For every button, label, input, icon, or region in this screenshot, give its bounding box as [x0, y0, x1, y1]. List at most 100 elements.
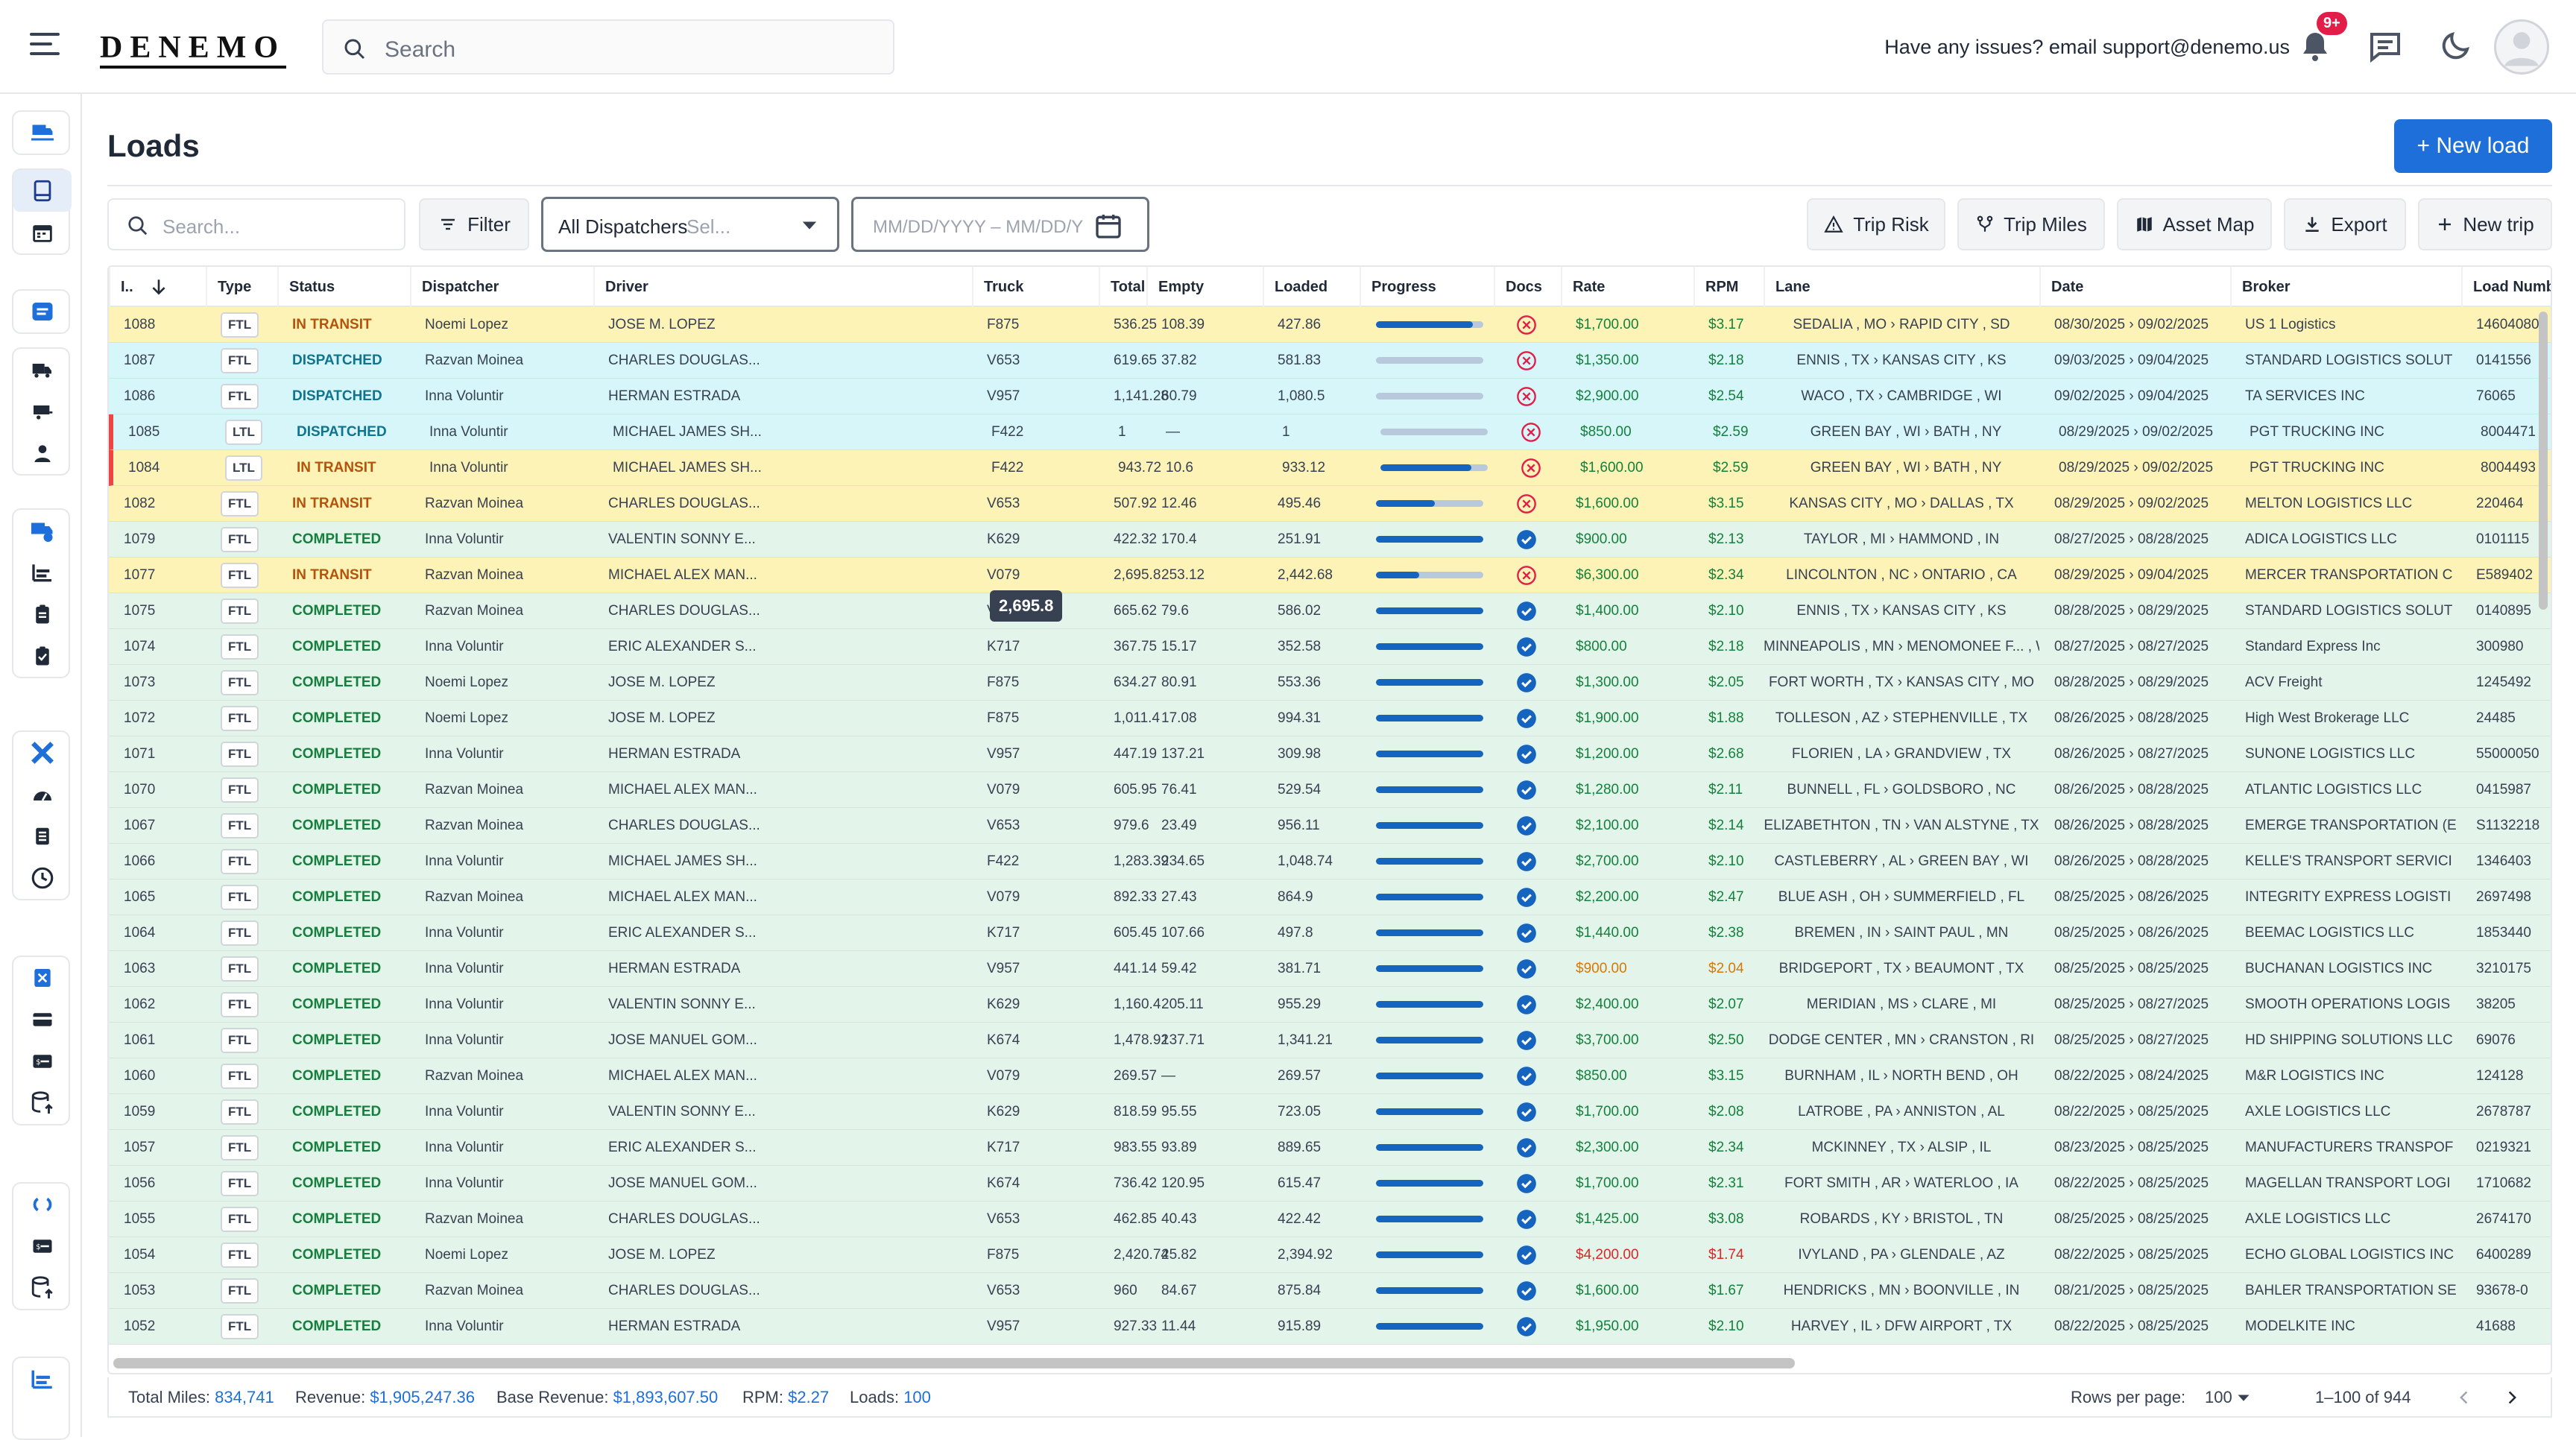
table-row[interactable]: 1074 FTL COMPLETED Inna Voluntir ERIC ALEXAN…	[109, 629, 2551, 665]
sidebar-item-trucking[interactable]	[13, 112, 72, 154]
table-row[interactable]: 1063 FTL COMPLETED Inna Voluntir HERMAN ESTR…	[109, 951, 2551, 987]
sidebar-item-payroll[interactable]: $	[13, 1225, 72, 1267]
sidebar-item-settlements[interactable]	[13, 510, 72, 552]
calendar-icon[interactable]	[1093, 211, 1123, 241]
table-row[interactable]: 1067 FTL COMPLETED Razvan Moinea CHARLES DOU…	[109, 808, 2551, 844]
table-row[interactable]: 1052 FTL COMPLETED Inna Voluntir HERMAN ESTR…	[109, 1309, 2551, 1345]
check-circle-icon[interactable]	[1516, 637, 1537, 657]
table-row[interactable]: 1072 FTL COMPLETED Noemi Lopez JOSE M. LOPEZ…	[109, 701, 2551, 736]
table-row[interactable]: 1056 FTL COMPLETED Inna Voluntir JOSE MANUEL…	[109, 1166, 2551, 1201]
check-circle-icon[interactable]	[1516, 815, 1537, 836]
check-circle-icon[interactable]	[1516, 1209, 1537, 1230]
chat-icon[interactable]	[2367, 28, 2403, 64]
check-circle-icon[interactable]	[1516, 1102, 1537, 1122]
col-docs-header[interactable]: Docs	[1494, 267, 1561, 307]
missing-docs-icon[interactable]	[1521, 458, 1541, 479]
check-circle-icon[interactable]	[1516, 1137, 1537, 1158]
table-row[interactable]: 1064 FTL COMPLETED Inna Voluntir ERIC ALEXAN…	[109, 915, 2551, 951]
asset-map-button[interactable]: Asset Map	[2117, 198, 2272, 250]
col-empty-header[interactable]: Empty	[1146, 267, 1263, 307]
chevron-left-icon[interactable]	[2457, 1389, 2472, 1406]
table-row[interactable]: 1085 LTL DISPATCHED Inna Voluntir MICHAEL JA…	[109, 414, 2551, 450]
global-search-input[interactable]: Search	[322, 19, 894, 75]
missing-docs-icon[interactable]	[1516, 493, 1537, 514]
check-circle-icon[interactable]	[1516, 744, 1537, 765]
sidebar-item-import[interactable]	[13, 1267, 72, 1309]
table-row[interactable]: 1071 FTL COMPLETED Inna Voluntir HERMAN ESTR…	[109, 736, 2551, 772]
sidebar-item-cards[interactable]	[13, 999, 72, 1040]
check-circle-icon[interactable]	[1516, 994, 1537, 1015]
check-circle-icon[interactable]	[1516, 887, 1537, 908]
bell-icon[interactable]	[2297, 28, 2333, 64]
table-row[interactable]: 1084 LTL IN TRANSIT Inna Voluntir MICHAEL JA…	[109, 450, 2551, 486]
col-total-header[interactable]: Total	[1099, 267, 1199, 307]
col-rate-header[interactable]: Rate	[1561, 267, 1693, 307]
sidebar-item-analytics[interactable]	[13, 552, 72, 593]
table-row[interactable]: 1077 FTL IN TRANSIT Razvan Moinea MICHAEL AL…	[109, 558, 2551, 593]
table-row[interactable]: 1061 FTL COMPLETED Inna Voluntir JOSE MANUEL…	[109, 1023, 2551, 1058]
table-row[interactable]: 1059 FTL COMPLETED Inna Voluntir VALENTIN SO…	[109, 1094, 2551, 1130]
sidebar-item-trailers[interactable]	[13, 391, 72, 432]
check-circle-icon[interactable]	[1516, 780, 1537, 800]
sort-down-icon[interactable]	[149, 277, 168, 297]
check-circle-icon[interactable]	[1516, 959, 1537, 979]
sidebar-item-trucks[interactable]	[13, 349, 72, 391]
sidebar-item-checklist[interactable]	[13, 635, 72, 677]
col-load-number-header[interactable]: Load Numbe	[2461, 267, 2551, 307]
sidebar-item-payments[interactable]: $	[13, 1040, 72, 1082]
sidebar-item-maintenance[interactable]	[13, 732, 72, 774]
check-circle-icon[interactable]	[1516, 1280, 1537, 1301]
table-row[interactable]: 1054 FTL COMPLETED Noemi Lopez JOSE M. LOPEZ…	[109, 1237, 2551, 1273]
logo[interactable]: DENEMO	[100, 25, 286, 69]
table-row[interactable]: 1082 FTL IN TRANSIT Razvan Moinea CHARLES DO…	[109, 486, 2551, 522]
table-row[interactable]: 1057 FTL COMPLETED Inna Voluntir ERIC ALEXAN…	[109, 1130, 2551, 1166]
new-load-button[interactable]: + New load	[2394, 119, 2552, 173]
menu-icon[interactable]	[30, 33, 60, 57]
sidebar-item-stats[interactable]	[13, 1358, 72, 1400]
table-row[interactable]: 1053 FTL COMPLETED Razvan Moinea CHARLES DOU…	[109, 1273, 2551, 1309]
col-loaded-header[interactable]: Loaded	[1263, 267, 1360, 307]
col-rpm-header[interactable]: RPM	[1693, 267, 1764, 307]
table-row[interactable]: 1065 FTL COMPLETED Razvan Moinea MICHAEL ALE…	[109, 880, 2551, 915]
table-row[interactable]: 1079 FTL COMPLETED Inna Voluntir VALENTIN SO…	[109, 522, 2551, 558]
col-lane-header[interactable]: Lane	[1764, 267, 2039, 307]
sidebar-item-drivers[interactable]	[13, 432, 72, 474]
sidebar-item-database-upload[interactable]	[13, 1082, 72, 1124]
check-circle-icon[interactable]	[1516, 1066, 1537, 1087]
check-circle-icon[interactable]	[1516, 708, 1537, 729]
vertical-scrollbar[interactable]	[2539, 312, 2548, 610]
chevron-right-icon[interactable]	[2504, 1389, 2519, 1406]
col-driver-header[interactable]: Driver	[593, 267, 972, 307]
check-circle-icon[interactable]	[1516, 851, 1537, 872]
check-circle-icon[interactable]	[1516, 1245, 1537, 1266]
table-row[interactable]: 1086 FTL DISPATCHED Inna Voluntir HERMAN EST…	[109, 379, 2551, 414]
table-row[interactable]: 1073 FTL COMPLETED Noemi Lopez JOSE M. LOPEZ…	[109, 665, 2551, 701]
col-broker-header[interactable]: Broker	[2230, 267, 2461, 307]
col-id-header[interactable]: I..	[109, 267, 206, 307]
trip-risk-button[interactable]: Trip Risk	[1807, 198, 1945, 250]
missing-docs-icon[interactable]	[1516, 565, 1537, 586]
chevron-down-icon[interactable]	[801, 220, 818, 232]
col-dispatcher-header[interactable]: Dispatcher	[410, 267, 593, 307]
sidebar-item-integrations[interactable]	[13, 1184, 72, 1225]
col-progress-header[interactable]: Progress	[1360, 267, 1494, 307]
new-trip-button[interactable]: New trip	[2418, 198, 2552, 250]
col-date-header[interactable]: Date	[2039, 267, 2230, 307]
check-circle-icon[interactable]	[1516, 923, 1537, 944]
check-circle-icon[interactable]	[1516, 1173, 1537, 1194]
dark-mode-icon[interactable]	[2437, 28, 2473, 64]
filter-button[interactable]: Filter	[419, 198, 529, 250]
table-row[interactable]: 1060 FTL COMPLETED Razvan Moinea MICHAEL ALE…	[109, 1058, 2551, 1094]
table-row[interactable]: 1066 FTL COMPLETED Inna Voluntir MICHAEL JAM…	[109, 844, 2551, 880]
table-row[interactable]: 1075 FTL COMPLETED Razvan Moinea CHARLES DOU…	[109, 593, 2551, 629]
horizontal-scrollbar[interactable]	[113, 1358, 1795, 1368]
sidebar-item-clipboard[interactable]	[13, 593, 72, 635]
table-row[interactable]: 1055 FTL COMPLETED Razvan Moinea CHARLES DOU…	[109, 1201, 2551, 1237]
col-status-header[interactable]: Status	[277, 267, 410, 307]
col-type-header[interactable]: Type	[206, 267, 277, 307]
sidebar-item-dashboard[interactable]	[13, 774, 72, 815]
dispatcher-select[interactable]: All Dispatchers Sel...	[541, 197, 839, 252]
date-range-input[interactable]: MM/DD/YYYY – MM/DD/Y	[851, 197, 1149, 252]
export-button[interactable]: Export	[2284, 198, 2406, 250]
sidebar-item-invoices[interactable]	[13, 291, 72, 332]
